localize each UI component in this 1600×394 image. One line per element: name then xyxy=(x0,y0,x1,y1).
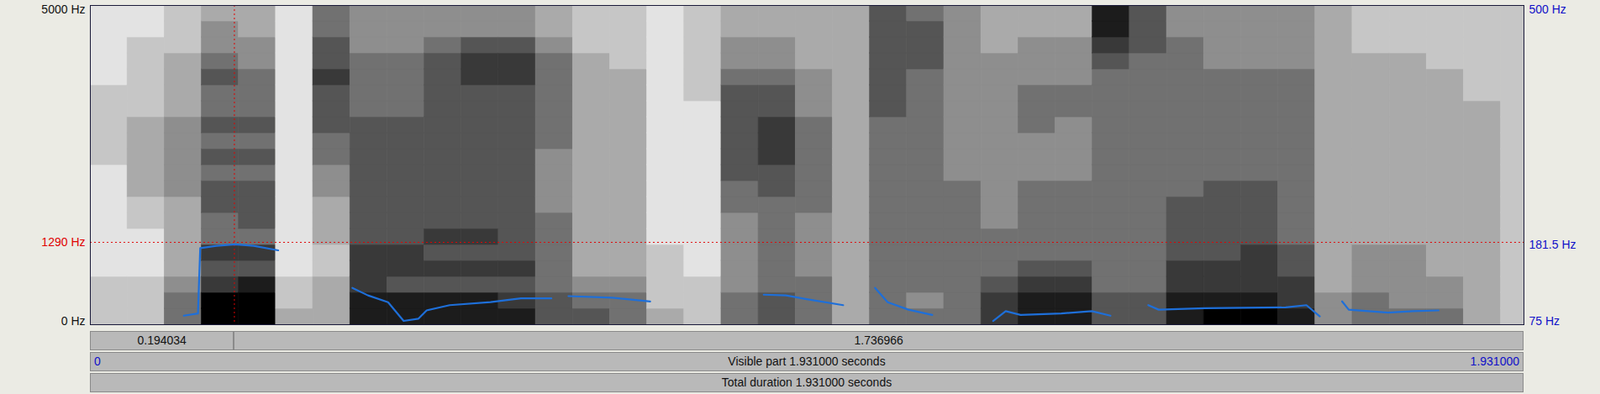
html-text:1.931000: 1.931000 xyxy=(1470,354,1520,369)
svg-text:181.5 Hz: 181.5 Hz xyxy=(1529,237,1577,252)
svg-text:0 Hz: 0 Hz xyxy=(61,314,86,328)
html-text:Total duration 1.931000 second: Total duration 1.931000 seconds xyxy=(721,375,892,390)
html-text:0: 0 xyxy=(94,354,101,369)
html-text:0.194034: 0.194034 xyxy=(137,333,187,348)
svg-text:5000 Hz: 5000 Hz xyxy=(41,2,85,16)
html-text:Visible part 1.931000 seconds: Visible part 1.931000 seconds xyxy=(727,354,886,369)
svg-text:500 Hz: 500 Hz xyxy=(1529,2,1567,16)
svg-text:75 Hz: 75 Hz xyxy=(1529,314,1561,328)
html-text:1.736966: 1.736966 xyxy=(854,333,904,348)
svg-text:1290 Hz: 1290 Hz xyxy=(41,235,85,249)
